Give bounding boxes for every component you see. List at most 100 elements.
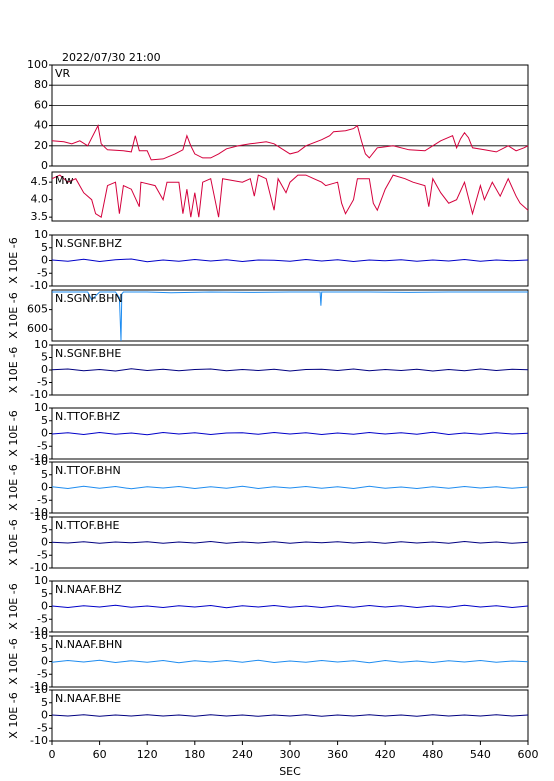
panel-label: N.TTOF.BHN	[55, 464, 121, 477]
y-tick-label: 10	[34, 574, 48, 587]
y-tick-label: 5	[41, 468, 48, 481]
data-line	[51, 714, 529, 717]
x-tick-label: 420	[375, 748, 396, 761]
y-axis-label: X 10E -6	[7, 464, 20, 510]
panel-label: N.NAAF.BHZ	[55, 583, 122, 596]
panel-label: N.NAAF.BHN	[55, 638, 122, 651]
data-line	[51, 604, 529, 609]
y-tick-label: 5	[41, 351, 48, 364]
y-axis-label: X 10E -6	[7, 583, 20, 629]
y-axis-label: X 10E -6	[7, 347, 20, 393]
y-axis-label: X 10E -6	[7, 237, 20, 283]
data-line	[51, 659, 529, 664]
data-line	[51, 431, 529, 436]
panel-label: N.SGNF.BHZ	[55, 237, 122, 250]
y-tick-label: 0	[41, 536, 48, 549]
y-axis-label: X 10E -6	[7, 410, 20, 456]
y-tick-label: 0	[41, 481, 48, 494]
y-tick-label: 10	[34, 401, 48, 414]
y-tick-label: 5	[41, 696, 48, 709]
data-line	[51, 124, 529, 161]
y-tick-label: 5	[41, 642, 48, 655]
y-tick-label: 4.0	[31, 193, 49, 206]
y-axis-label: X 10E -6	[7, 692, 20, 738]
plot-frame	[51, 171, 529, 222]
data-line	[51, 368, 529, 372]
y-tick-label: -10	[30, 625, 48, 638]
x-tick-label: 240	[232, 748, 253, 761]
y-tick-label: 0	[41, 159, 48, 172]
y-tick-label: 40	[34, 119, 48, 132]
y-tick-label: 600	[27, 322, 48, 335]
plot-frame	[51, 64, 529, 167]
y-tick-label: -10	[30, 734, 48, 747]
y-tick-label: -5	[37, 721, 48, 734]
y-tick-label: 100	[27, 58, 48, 71]
panel-label: Mw	[55, 174, 74, 187]
y-tick-label: 0	[41, 363, 48, 376]
y-tick-label: -5	[37, 548, 48, 561]
x-tick-label: 600	[518, 748, 539, 761]
y-tick-label: -10	[30, 279, 48, 292]
panel-label: N.SGNF.BHE	[55, 347, 121, 360]
y-tick-label: -10	[30, 680, 48, 693]
y-tick-label: 10	[34, 510, 48, 523]
panel-label: N.NAAF.BHE	[55, 692, 121, 705]
y-tick-label: 10	[34, 629, 48, 642]
y-axis-label: X 10E -6	[7, 519, 20, 565]
y-tick-label: 0	[41, 254, 48, 267]
y-tick-label: -5	[37, 612, 48, 625]
x-tick-label: 120	[137, 748, 158, 761]
y-tick-label: -10	[30, 561, 48, 574]
plot-frame	[51, 344, 529, 396]
y-tick-label: -5	[37, 376, 48, 389]
x-tick-label: 60	[93, 748, 107, 761]
y-tick-label: 4.5	[31, 175, 49, 188]
y-tick-label: 3.5	[31, 210, 49, 223]
x-tick-label: 180	[184, 748, 205, 761]
y-tick-label: 0	[41, 655, 48, 668]
y-tick-label: -5	[37, 493, 48, 506]
y-tick-label: 20	[34, 139, 48, 152]
data-line	[51, 258, 529, 263]
x-tick-label: 360	[327, 748, 348, 761]
x-tick-label: 300	[280, 748, 301, 761]
y-axis-label: X 10E -6	[7, 292, 20, 338]
y-tick-label: 5	[41, 241, 48, 254]
y-tick-label: 5	[41, 587, 48, 600]
x-axis-label: SEC	[279, 765, 301, 778]
y-tick-label: -5	[37, 266, 48, 279]
y-tick-label: 60	[34, 98, 48, 111]
x-tick-label: 480	[422, 748, 443, 761]
data-line	[51, 485, 529, 490]
y-tick-label: 5	[41, 523, 48, 536]
y-axis-label: X 10E -6	[7, 638, 20, 684]
x-tick-label: 0	[49, 748, 56, 761]
panel-label: N.TTOF.BHZ	[55, 410, 121, 423]
panel-label: N.TTOF.BHE	[55, 519, 120, 532]
y-tick-label: -10	[30, 452, 48, 465]
y-tick-label: 5	[41, 414, 48, 427]
y-tick-label: -10	[30, 388, 48, 401]
y-tick-label: 0	[41, 709, 48, 722]
y-tick-label: -5	[37, 439, 48, 452]
data-line	[51, 174, 529, 219]
y-tick-label: 0	[41, 427, 48, 440]
chart-title: 2022/07/30 21:00	[62, 51, 161, 64]
y-tick-label: 0	[41, 600, 48, 613]
y-tick-label: -5	[37, 667, 48, 680]
y-tick-label: -10	[30, 506, 48, 519]
y-tick-label: 10	[34, 338, 48, 351]
data-line	[51, 540, 529, 544]
y-tick-label: 10	[34, 683, 48, 696]
panel-label: N.SGNF.BHN	[55, 292, 123, 305]
y-tick-label: 10	[34, 228, 48, 241]
y-tick-label: 10	[34, 455, 48, 468]
y-tick-label: 80	[34, 78, 48, 91]
x-tick-label: 540	[470, 748, 491, 761]
y-tick-label: 605	[27, 303, 48, 316]
panel-label: VR	[55, 67, 71, 80]
plot-frame	[51, 289, 529, 342]
data-line	[52, 291, 528, 342]
